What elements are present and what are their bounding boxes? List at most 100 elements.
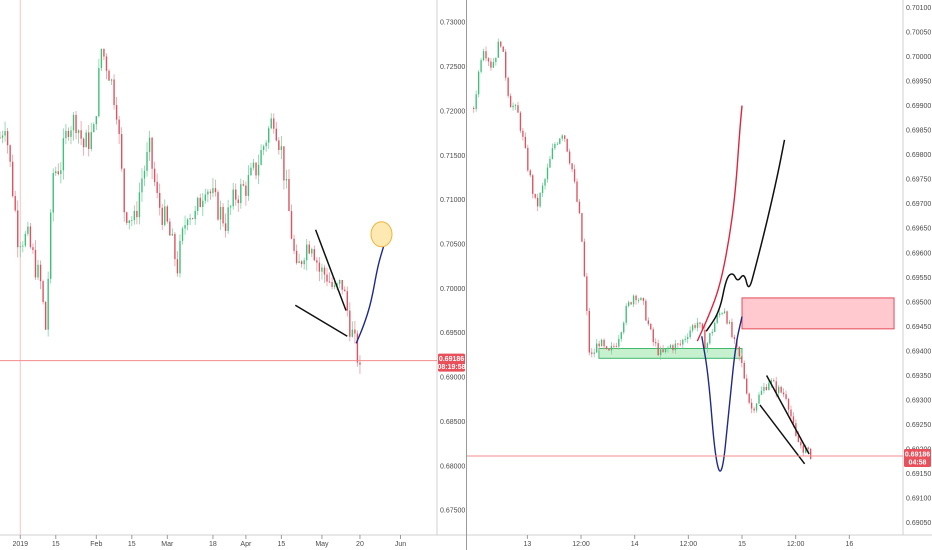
candle-body [773,380,775,382]
price-tick-label: 0.68500 [440,419,465,426]
candle-body [753,408,755,411]
drawings-layer[interactable] [696,105,810,472]
candle-body [295,250,298,264]
candle-body [39,264,42,282]
candle-body [497,41,499,58]
candle-body [564,135,566,139]
candlestick-chart-daily[interactable]: 0.73000 0.72500 0.72000 0.71500 0.71000 0.705… [0,0,466,550]
candle-body [181,228,184,241]
candle-body [290,211,293,239]
price-tick-label: 0.69500 [440,330,465,337]
candle-body [283,146,285,181]
time-tick-label: 14 [631,541,639,548]
candle-body [709,333,711,344]
time-tick-label: 2019 [12,541,28,548]
candle-body [11,161,14,197]
price-tick-label: 0.69550 [906,275,931,282]
price-tick-label: 0.69850 [906,128,931,135]
price-tick-label: 0.70500 [440,241,465,248]
support-zone[interactable] [598,347,743,359]
current-price-value: 0.69186 [905,451,930,458]
candle-body [509,95,512,108]
candle-body [571,163,573,170]
candle-body [527,147,529,171]
resistance-zone[interactable] [741,297,895,330]
chart-pane-right[interactable]: 0.70100 0.70050 0.70000 0.69950 0.69900 0.698… [467,0,932,550]
candle-body [475,94,477,109]
candle-body [775,381,777,394]
candle-body [113,79,115,106]
price-tick-label: 0.69350 [906,373,931,380]
candle-body [44,302,47,330]
candle-body [613,345,615,347]
candle-body [240,184,242,204]
candle-body [100,48,103,69]
time-tick-label: 12:00 [787,541,805,548]
wedge-upper-trendline[interactable] [314,229,347,311]
wedge-lower-trendline[interactable] [294,304,348,337]
target-highlight-circle[interactable] [370,221,393,248]
candle-body [659,349,662,356]
candle-body [704,330,706,349]
candle-body [197,197,199,211]
candle-body [42,281,44,303]
candle-body [4,131,6,136]
candle-body [630,302,632,305]
candle-body [247,175,250,196]
price-tick-label: 0.71500 [440,153,465,160]
candle-body [635,295,637,301]
candle-body [179,240,181,274]
candle-body [245,185,247,196]
candle-body [186,219,189,226]
bullish-path-curve[interactable] [696,105,743,342]
candle-body [721,313,723,315]
candle-body [647,320,650,324]
price-tick-label: 0.69100 [906,496,931,503]
price-tick-label: 0.69750 [906,177,931,184]
candle-body [174,233,176,260]
candle-body [623,322,625,333]
candle-body [559,138,561,144]
candle-body [778,386,780,394]
candle-body [32,247,34,250]
projection-curve[interactable] [355,246,385,344]
candle-body [72,114,75,131]
candle-body [716,315,718,323]
candle-body [136,210,138,218]
candle-body [143,170,146,179]
price-axis[interactable]: 0.70100 0.70050 0.70000 0.69950 0.69900 0.698… [906,5,931,527]
candle-body [578,201,581,214]
candle-body [270,118,272,129]
candle-body [746,378,748,394]
price-axis[interactable]: 0.73000 0.72500 0.72000 0.71500 0.71000 0.705… [440,20,465,515]
drawings-layer[interactable] [294,221,393,344]
candle-body [318,262,321,272]
candle-body [652,329,654,343]
candle-body [252,162,255,168]
time-tick-label: Mar [161,541,174,548]
candle-body [103,48,105,57]
candle-body [166,206,168,222]
time-tick-label: May [315,541,329,548]
candle-body [733,337,736,340]
candle-body [691,325,694,331]
time-axis[interactable]: 13 12:00 14 12:00 15 12:00 16 [523,535,853,548]
zones-layer[interactable] [598,297,895,359]
candle-body [333,285,336,287]
retest-path-curve[interactable] [705,139,786,332]
wedge-upper-trendline[interactable] [765,375,810,455]
candle-body [280,146,283,151]
candlestick-chart-intraday[interactable]: 0.70100 0.70050 0.70000 0.69950 0.69900 0.698… [467,0,932,550]
candle-body [701,323,704,331]
dip-path-curve[interactable] [701,316,743,472]
time-axis[interactable]: 2019 15 Feb 15 Mar 18 Apr 15 May 20 Jun [12,535,406,548]
candle-body [159,192,161,208]
candle-body [70,130,72,137]
wedge-lower-trendline[interactable] [759,404,806,465]
chart-pane-left[interactable]: 0.73000 0.72500 0.72000 0.71500 0.71000 0.705… [0,0,467,550]
candle-body [674,343,677,351]
candle-body [576,181,578,202]
candle-body [802,445,804,453]
price-tick-label: 0.67500 [440,508,465,515]
